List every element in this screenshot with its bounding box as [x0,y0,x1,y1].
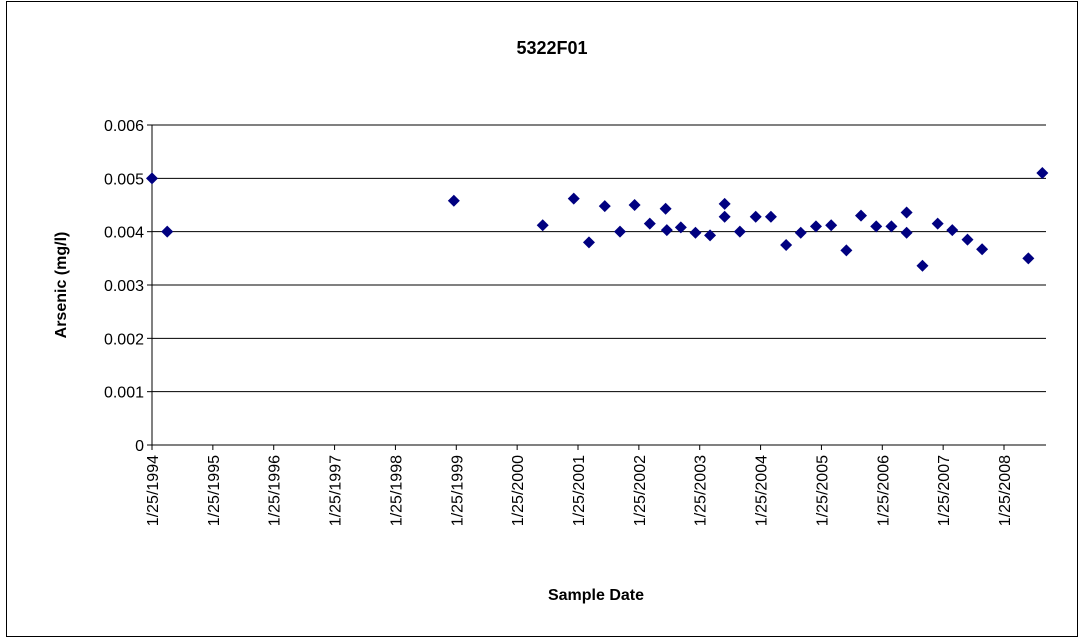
data-point [536,219,549,232]
x-tick-label: 1/25/1995 [206,455,223,526]
x-tick-label: 1/25/1994 [145,455,162,526]
data-point [1022,252,1035,265]
data-point [718,197,731,210]
data-point [916,259,929,272]
data-point [659,202,672,215]
data-point [146,172,158,185]
x-tick-label: 1/25/2002 [632,455,649,526]
data-point [643,217,656,230]
y-tick-label: 0.004 [104,225,144,242]
data-point [840,244,853,257]
data-point [674,221,687,234]
y-tick-label: 0 [135,438,144,455]
data-point [946,224,959,237]
x-tick-label: 1/25/1999 [449,455,466,526]
data-point [1036,167,1049,179]
x-tick-label: 1/25/1998 [388,455,405,526]
y-tick-label: 0.002 [104,331,144,348]
data-point [660,224,673,237]
y-axis-title: Arsenic (mg/l) [53,232,70,339]
x-tick-label: 1/25/2007 [936,455,953,526]
x-tick-label: 1/25/2008 [997,455,1014,526]
x-axis-title: Sample Date [548,587,644,604]
chart-title: 5322F01 [516,38,587,58]
data-point [764,210,777,223]
x-tick-label: 1/25/2004 [754,455,771,526]
data-point [613,225,626,238]
data-point [582,236,595,249]
data-point [598,200,611,213]
y-tick-label: 0.003 [104,278,144,295]
data-point [567,192,580,205]
data-point [718,210,731,223]
data-point [704,229,717,242]
y-tick-label: 0.005 [104,171,144,188]
data-point [794,226,807,239]
data-point [161,225,174,238]
x-tick-label: 1/25/2005 [814,455,831,526]
data-point [749,210,762,223]
x-tick-label: 1/25/1996 [267,455,284,526]
x-tick-label: 1/25/2003 [693,455,710,526]
data-point [780,239,793,251]
x-tick-label: 1/25/2001 [571,455,588,526]
data-point [809,220,822,233]
data-point [961,233,974,246]
data-point [628,199,641,211]
data-point [825,219,838,232]
x-tick-label: 1/25/1997 [328,455,345,526]
x-tick-label: 1/25/2000 [510,455,527,526]
data-point [733,225,746,238]
data-point [447,194,460,207]
x-tick-label: 1/25/2006 [875,455,892,526]
data-point [931,217,944,230]
y-tick-label: 0.001 [104,385,144,402]
data-point [976,243,989,256]
y-tick-label: 0.006 [104,118,144,135]
chart-border [6,1,1078,637]
data-point [900,206,913,219]
data-point [885,220,898,233]
data-point [854,209,867,222]
data-point [870,220,883,233]
data-point [689,226,702,239]
data-point [900,226,913,239]
